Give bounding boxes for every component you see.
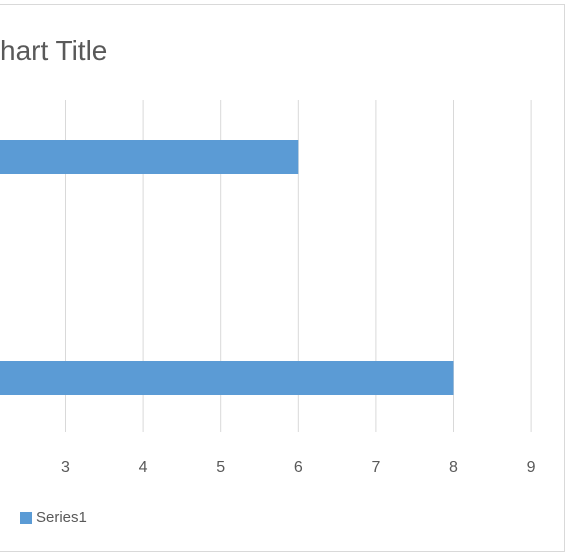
legend-label-series1: Series1	[36, 509, 87, 526]
x-tick-label: 4	[139, 459, 148, 476]
x-tick-label: 7	[371, 459, 380, 476]
x-tick-label: 5	[216, 459, 225, 476]
bar-series1-0	[0, 140, 299, 174]
legend-swatch-series1	[20, 511, 32, 524]
chart-area: hart Title	[0, 4, 565, 552]
chart-title: hart Title	[0, 35, 108, 66]
x-tick-label: 8	[449, 459, 458, 476]
legend: Series1	[20, 509, 87, 526]
bar-series1-1	[0, 361, 454, 395]
x-tick-label: 9	[527, 459, 536, 476]
x-tick-label: 3	[61, 459, 70, 476]
x-tick-label: 6	[294, 459, 303, 476]
